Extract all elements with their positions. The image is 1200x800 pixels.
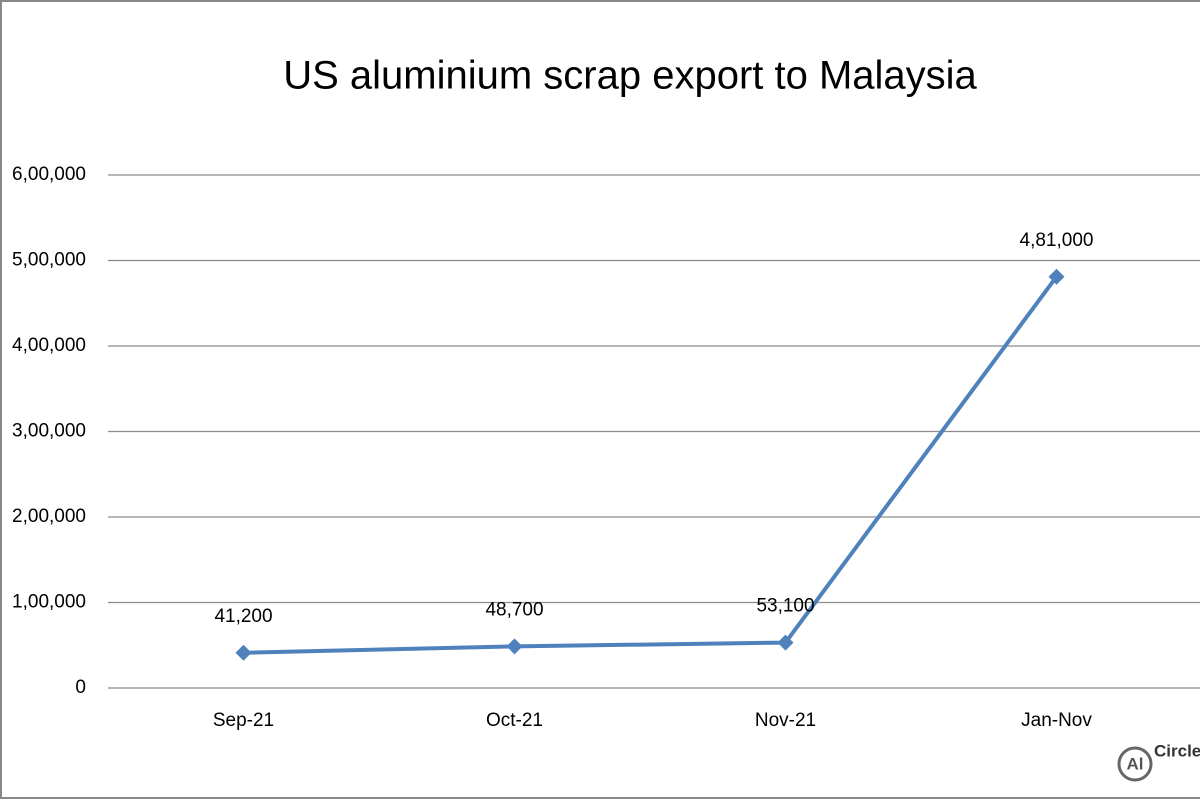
x-tick-label: Nov-21 bbox=[755, 710, 816, 731]
data-label: 41,200 bbox=[214, 606, 272, 627]
data-line bbox=[243, 275, 1059, 655]
logo-mark: Al bbox=[1127, 754, 1144, 773]
logo-circle bbox=[1117, 746, 1153, 782]
logo-word: Circle bbox=[1154, 741, 1200, 760]
data-label: 4,81,000 bbox=[1020, 230, 1094, 251]
data-label: 48,700 bbox=[485, 599, 543, 620]
x-tick-label: Sep-21 bbox=[213, 710, 274, 731]
logo: Al Circle bbox=[1117, 741, 1200, 782]
y-tick-label: 6,00,000 bbox=[12, 164, 86, 185]
y-tick-label: 5,00,000 bbox=[12, 250, 86, 271]
x-tick-label: Jan-Nov bbox=[1021, 710, 1092, 731]
y-tick-label: 1,00,000 bbox=[12, 592, 86, 613]
y-tick-label: 0 bbox=[75, 677, 86, 698]
data-point bbox=[235, 644, 252, 661]
data-point bbox=[1048, 268, 1065, 285]
y-tick-label: 4,00,000 bbox=[12, 335, 86, 356]
data-point bbox=[506, 638, 523, 655]
data-label: 53,100 bbox=[756, 596, 814, 617]
data-point bbox=[777, 634, 794, 651]
chart-title: US aluminium scrap export to Malaysia bbox=[283, 54, 977, 98]
y-tick-label: 3,00,000 bbox=[12, 421, 86, 442]
x-tick-label: Oct-21 bbox=[486, 710, 543, 731]
y-tick-label: 2,00,000 bbox=[12, 506, 86, 527]
